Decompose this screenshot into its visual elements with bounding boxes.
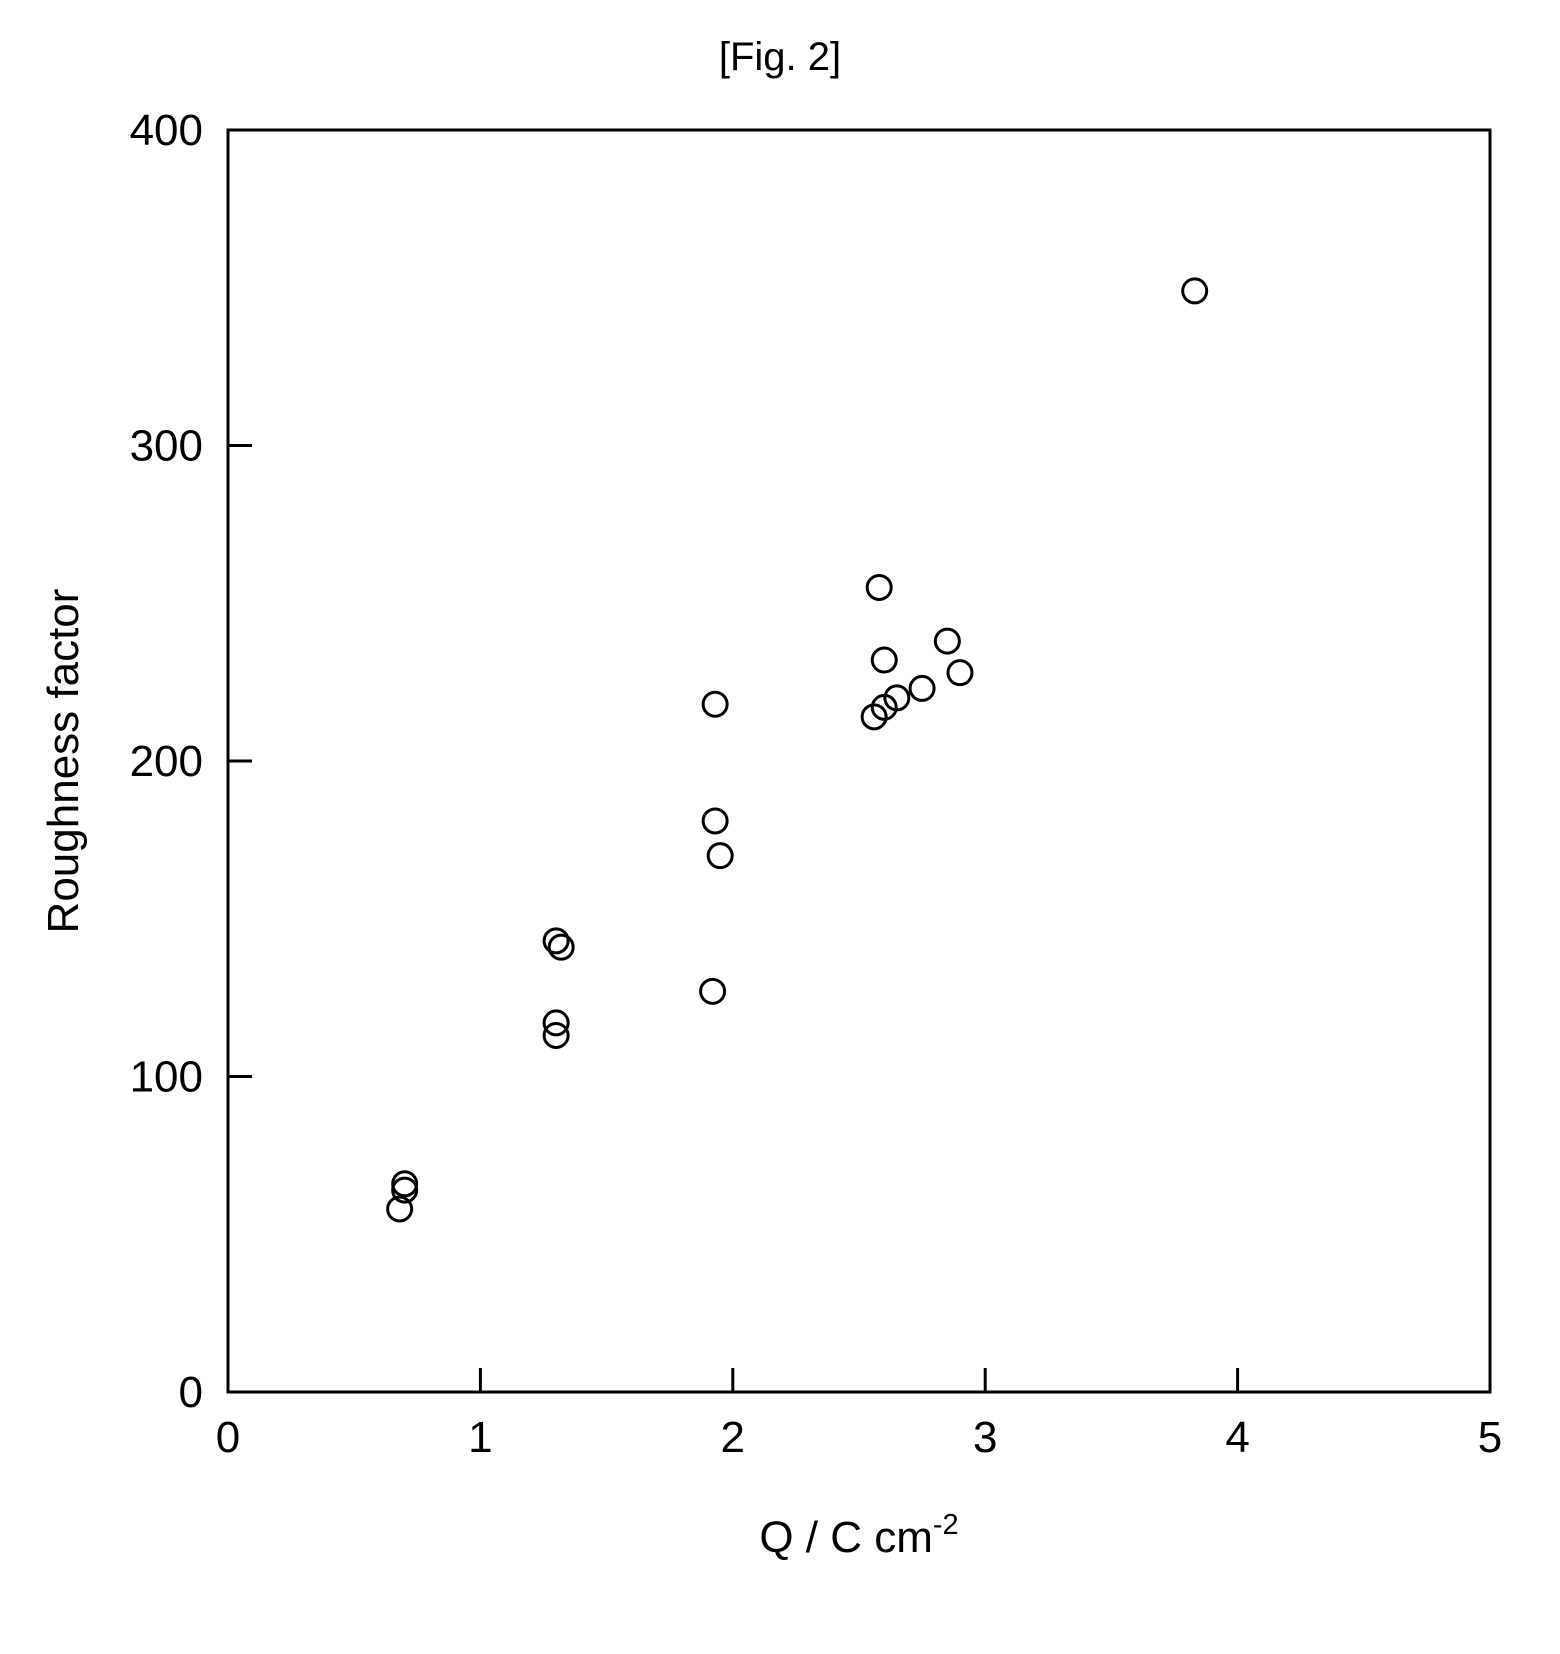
chart-canvas: 0 1 2 3 4 5 0 100 200 300 400 Q / C cm-2 Roughness f… [0, 0, 1560, 1654]
y-tick-label: 100 [130, 1053, 203, 1102]
y-tick-label: 0 [179, 1368, 203, 1417]
x-axis-label: Q / C cm-2 [759, 1509, 958, 1562]
x-tick-label: 3 [973, 1413, 997, 1462]
y-axis-label: Roughness factor [39, 589, 88, 934]
x-tick-label: 2 [721, 1413, 745, 1462]
figure-container: [Fig. 2] 0123450100200300400Q / C cm-2Ro… [0, 0, 1560, 1649]
y-tick-label: 200 [130, 737, 203, 786]
x-tick-label: 5 [1478, 1413, 1502, 1462]
x-tick-label: 4 [1225, 1413, 1249, 1462]
x-tick-label: 0 [216, 1413, 240, 1462]
y-tick-label: 400 [130, 106, 203, 155]
x-tick-label: 1 [468, 1413, 492, 1462]
y-tick-label: 300 [130, 422, 203, 471]
scatter-chart: 0 1 2 3 4 5 0 100 200 300 400 Q / C cm-2 Roughness f… [0, 0, 1560, 1649]
